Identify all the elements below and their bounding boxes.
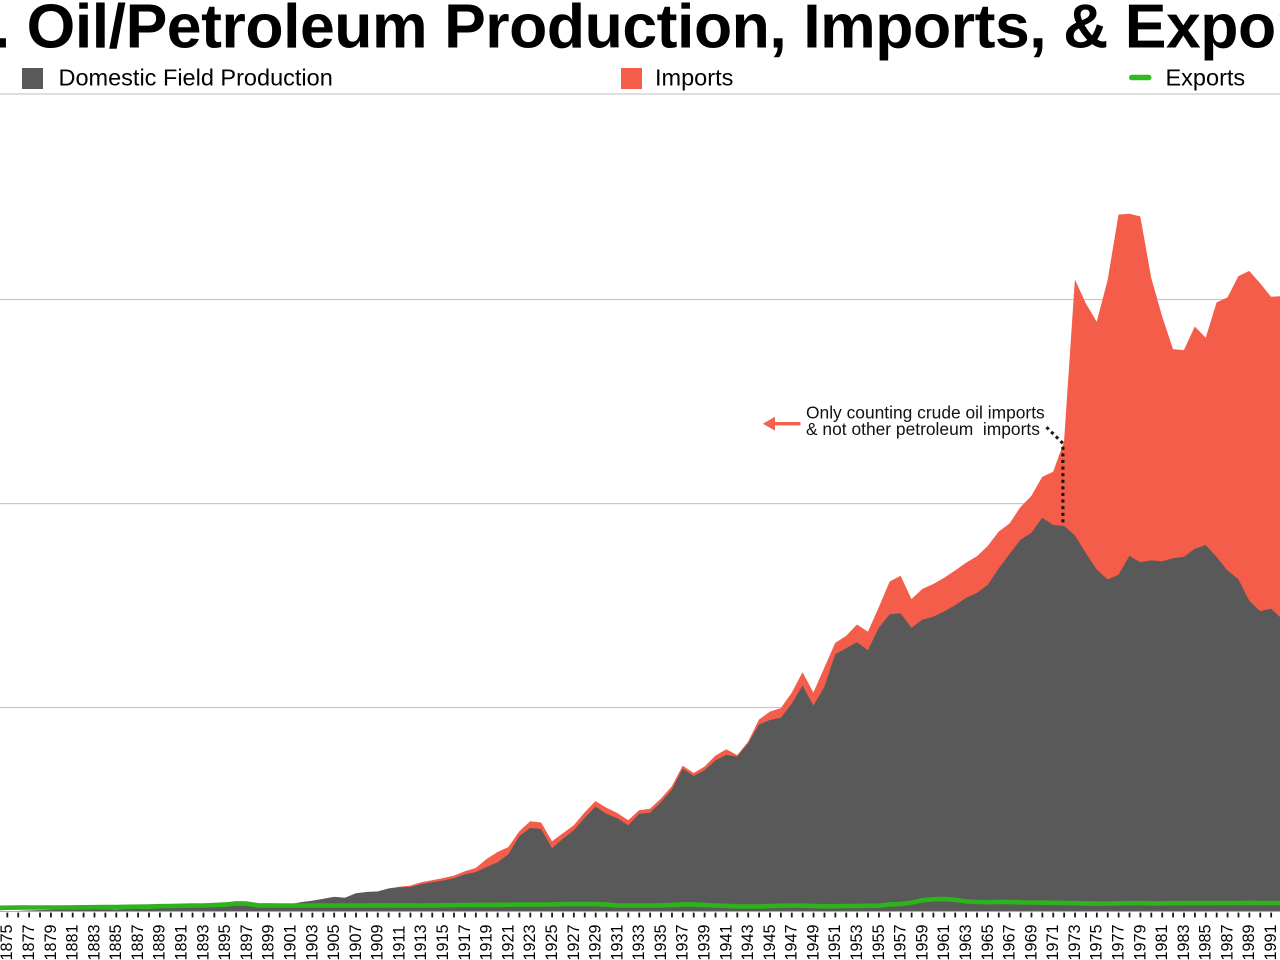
svg-text:1987: 1987 [1219,924,1237,960]
svg-text:1989: 1989 [1240,924,1258,960]
svg-text:1983: 1983 [1175,924,1193,960]
svg-text:1931: 1931 [608,924,626,960]
svg-text:1975: 1975 [1088,924,1106,960]
svg-text:1895: 1895 [216,924,234,960]
svg-text:1941: 1941 [717,924,735,960]
svg-text:1943: 1943 [739,924,757,960]
svg-text:1951: 1951 [826,924,844,960]
svg-text:1991: 1991 [1262,924,1280,960]
svg-text:1925: 1925 [543,924,561,960]
svg-text:1953: 1953 [848,924,866,960]
svg-text:& not other petroleum imports: & not other petroleum imports [806,419,1040,439]
svg-text:1903: 1903 [303,924,321,960]
svg-text:1927: 1927 [565,924,583,960]
svg-text:1971: 1971 [1044,924,1062,960]
svg-text:U.S. Oil/Petroleum Production,: U.S. Oil/Petroleum Production, Imports, … [0,0,1280,62]
svg-text:1877: 1877 [20,924,38,960]
svg-text:Imports: Imports [655,65,733,91]
svg-text:1979: 1979 [1131,924,1149,960]
svg-text:1945: 1945 [761,924,779,960]
svg-text:1881: 1881 [64,924,82,960]
svg-text:1985: 1985 [1197,924,1215,960]
svg-text:1957: 1957 [892,924,910,960]
svg-text:1889: 1889 [151,924,169,960]
svg-text:1899: 1899 [260,924,278,960]
svg-text:1947: 1947 [783,924,801,960]
svg-text:1907: 1907 [347,924,365,960]
svg-text:1893: 1893 [194,924,212,960]
svg-text:1933: 1933 [630,924,648,960]
svg-text:Domestic Field Production: Domestic Field Production [59,65,333,91]
svg-text:Exports: Exports [1166,65,1246,91]
svg-text:1939: 1939 [696,924,714,960]
svg-text:1897: 1897 [238,924,256,960]
svg-text:1875: 1875 [0,924,16,960]
svg-text:1887: 1887 [129,924,147,960]
svg-text:1891: 1891 [173,924,191,960]
svg-text:1967: 1967 [1001,924,1019,960]
svg-text:1965: 1965 [979,924,997,960]
svg-text:1911: 1911 [390,926,408,960]
svg-text:1981: 1981 [1153,924,1171,960]
svg-text:1921: 1921 [499,924,517,960]
svg-text:1917: 1917 [456,924,474,960]
svg-text:1909: 1909 [369,924,387,960]
svg-text:1901: 1901 [282,924,300,960]
svg-text:1961: 1961 [935,924,953,960]
svg-text:1949: 1949 [804,924,822,960]
svg-text:1905: 1905 [325,924,343,960]
svg-text:1963: 1963 [957,924,975,960]
svg-text:1937: 1937 [674,924,692,960]
svg-text:1915: 1915 [434,924,452,960]
svg-text:1923: 1923 [521,924,539,960]
svg-text:1955: 1955 [870,924,888,960]
svg-text:1913: 1913 [412,924,430,960]
svg-text:1973: 1973 [1066,924,1084,960]
svg-text:1885: 1885 [107,924,125,960]
svg-text:1879: 1879 [42,924,60,960]
svg-text:1959: 1959 [913,924,931,960]
svg-text:Only counting crude oil import: Only counting crude oil imports [806,403,1045,423]
svg-text:1977: 1977 [1110,924,1128,960]
svg-text:1969: 1969 [1022,924,1040,960]
svg-text:1929: 1929 [587,924,605,960]
svg-text:1935: 1935 [652,924,670,960]
svg-text:1919: 1919 [478,924,496,960]
svg-text:1883: 1883 [85,924,103,960]
